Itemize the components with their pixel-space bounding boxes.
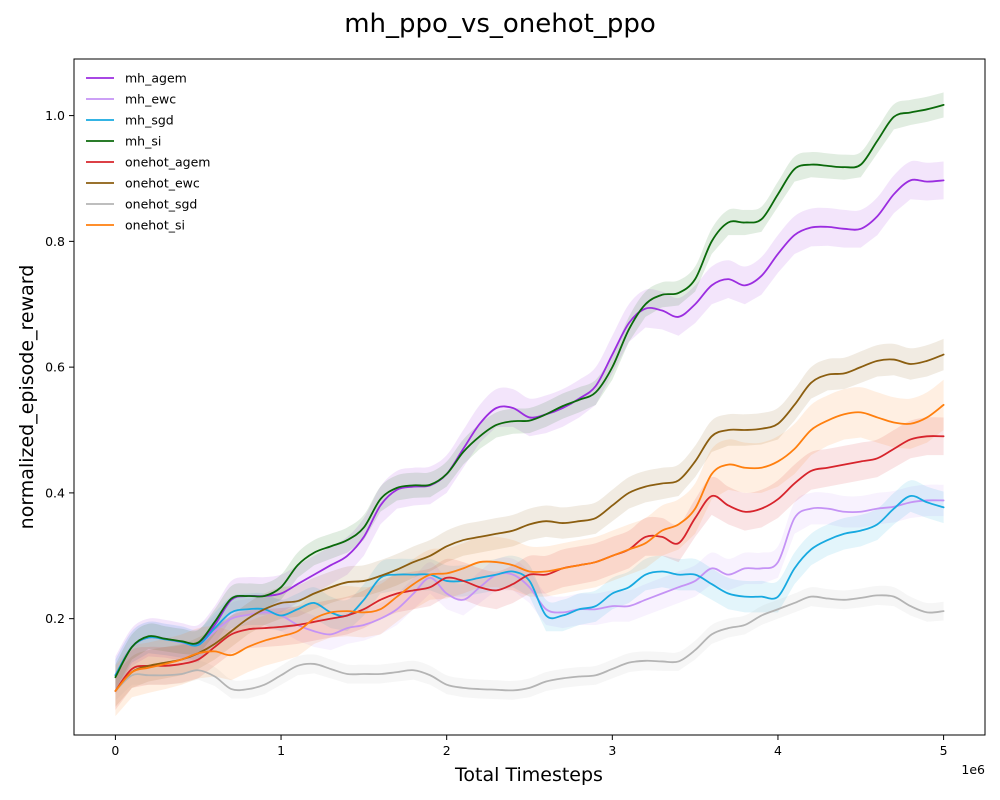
x-tick-label: 1	[277, 743, 285, 758]
series-line-mh_sgd	[114, 495, 945, 677]
legend-label-mh_ewc: mh_ewc	[125, 92, 176, 107]
band-onehot_si	[115, 379, 944, 717]
band-onehot_agem	[115, 417, 944, 710]
series-line-onehot_ewc	[114, 353, 945, 692]
y-tick-label: 0.8	[45, 234, 65, 249]
y-tick-label: 0.2	[45, 611, 65, 626]
y-tick-label: 0.6	[45, 360, 65, 375]
series-line-onehot_sgd	[114, 594, 945, 692]
x-axis-label: Total Timesteps	[454, 764, 603, 786]
band-onehot_ewc	[115, 338, 944, 707]
legend-label-onehot_agem: onehot_agem	[125, 155, 210, 170]
y-tick-label: 0.4	[45, 485, 65, 500]
legend-label-onehot_si: onehot_si	[125, 218, 185, 233]
x-axis-ticks: 0 1 2 3 4 5	[111, 735, 948, 758]
x-tick-label: 3	[608, 743, 616, 758]
x-tick-label: 4	[774, 743, 782, 758]
band-mh_si	[115, 92, 944, 690]
y-axis-label: normalized_episode_reward	[16, 265, 38, 530]
series-line-mh_ewc	[114, 499, 945, 677]
series-line-onehot_agem	[114, 435, 945, 692]
band-mh_sgd	[115, 480, 944, 691]
legend-label-mh_si: mh_si	[125, 134, 161, 149]
legend-label-onehot_ewc: onehot_ewc	[125, 176, 200, 191]
y-tick-label: 1.0	[45, 108, 65, 123]
x-tick-label: 0	[111, 743, 119, 758]
legend-label-onehot_sgd: onehot_sgd	[125, 197, 197, 212]
legend: mh_agem mh_ewc mh_sgd mh_si onehot_agemoneho…	[86, 71, 210, 233]
y-axis-ticks: 0.2 0.4 0.6 0.8 1.0	[45, 108, 74, 626]
band-mh_agem	[115, 160, 944, 695]
series-lines	[114, 104, 945, 692]
band-onehot_sgd	[115, 585, 944, 701]
plot-frame	[73, 58, 986, 736]
x-axis-offset-label: 1e6	[961, 762, 985, 777]
chart-title: mh_ppo_vs_onehot_ppo	[344, 9, 656, 39]
x-tick-label: 5	[940, 743, 948, 758]
legend-label-mh_sgd: mh_sgd	[125, 113, 174, 128]
series-line-mh_si	[114, 104, 945, 679]
x-tick-label: 2	[443, 743, 451, 758]
legend-label-mh_agem: mh_agem	[125, 71, 187, 86]
series-line-onehot_si	[114, 403, 945, 692]
